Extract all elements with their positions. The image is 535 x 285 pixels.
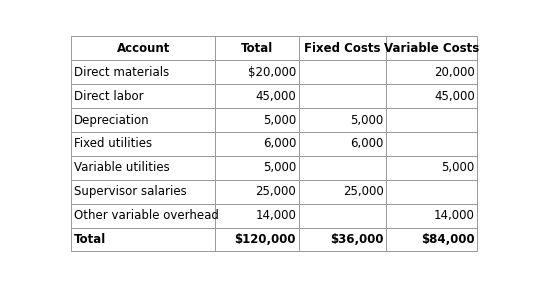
- Text: 6,000: 6,000: [350, 137, 384, 150]
- Text: 5,000: 5,000: [263, 161, 296, 174]
- Bar: [299, 156, 386, 180]
- Text: Variable utilities: Variable utilities: [74, 161, 170, 174]
- Bar: [299, 204, 386, 227]
- Text: Depreciation: Depreciation: [74, 113, 150, 127]
- Text: $120,000: $120,000: [234, 233, 296, 246]
- Text: 45,000: 45,000: [255, 90, 296, 103]
- Text: 20,000: 20,000: [434, 66, 475, 79]
- Bar: [386, 60, 477, 84]
- Text: 14,000: 14,000: [434, 209, 475, 222]
- Bar: [71, 36, 215, 60]
- Text: Total: Total: [241, 42, 273, 55]
- Bar: [386, 227, 477, 251]
- Bar: [386, 156, 477, 180]
- Text: $36,000: $36,000: [330, 233, 384, 246]
- Bar: [386, 132, 477, 156]
- Text: Other variable overhead: Other variable overhead: [74, 209, 219, 222]
- Bar: [71, 156, 215, 180]
- Bar: [215, 204, 299, 227]
- Text: Supervisor salaries: Supervisor salaries: [74, 185, 187, 198]
- Bar: [215, 156, 299, 180]
- Bar: [299, 180, 386, 204]
- Text: Direct labor: Direct labor: [74, 90, 144, 103]
- Bar: [71, 132, 215, 156]
- Bar: [299, 108, 386, 132]
- Bar: [215, 108, 299, 132]
- Bar: [299, 227, 386, 251]
- Text: $20,000: $20,000: [248, 66, 296, 79]
- Text: Direct materials: Direct materials: [74, 66, 170, 79]
- Text: 25,000: 25,000: [255, 185, 296, 198]
- Text: 45,000: 45,000: [434, 90, 475, 103]
- Text: Account: Account: [117, 42, 170, 55]
- Bar: [215, 132, 299, 156]
- Bar: [71, 108, 215, 132]
- Text: 5,000: 5,000: [350, 113, 384, 127]
- Bar: [299, 132, 386, 156]
- Text: Total: Total: [74, 233, 106, 246]
- Bar: [386, 84, 477, 108]
- Text: 5,000: 5,000: [441, 161, 475, 174]
- Text: Variable Costs: Variable Costs: [384, 42, 479, 55]
- Text: 14,000: 14,000: [255, 209, 296, 222]
- Text: 25,000: 25,000: [343, 185, 384, 198]
- Text: 5,000: 5,000: [263, 113, 296, 127]
- Bar: [215, 60, 299, 84]
- Bar: [386, 180, 477, 204]
- Bar: [386, 204, 477, 227]
- Bar: [299, 60, 386, 84]
- Bar: [215, 36, 299, 60]
- Bar: [299, 84, 386, 108]
- Text: 6,000: 6,000: [263, 137, 296, 150]
- Bar: [386, 108, 477, 132]
- Text: Fixed Costs: Fixed Costs: [304, 42, 380, 55]
- Bar: [215, 227, 299, 251]
- Bar: [71, 227, 215, 251]
- Bar: [71, 84, 215, 108]
- Bar: [71, 60, 215, 84]
- Bar: [386, 36, 477, 60]
- Bar: [71, 180, 215, 204]
- Bar: [215, 84, 299, 108]
- Text: Fixed utilities: Fixed utilities: [74, 137, 152, 150]
- Text: $84,000: $84,000: [421, 233, 475, 246]
- Bar: [299, 36, 386, 60]
- Bar: [71, 204, 215, 227]
- Bar: [215, 180, 299, 204]
